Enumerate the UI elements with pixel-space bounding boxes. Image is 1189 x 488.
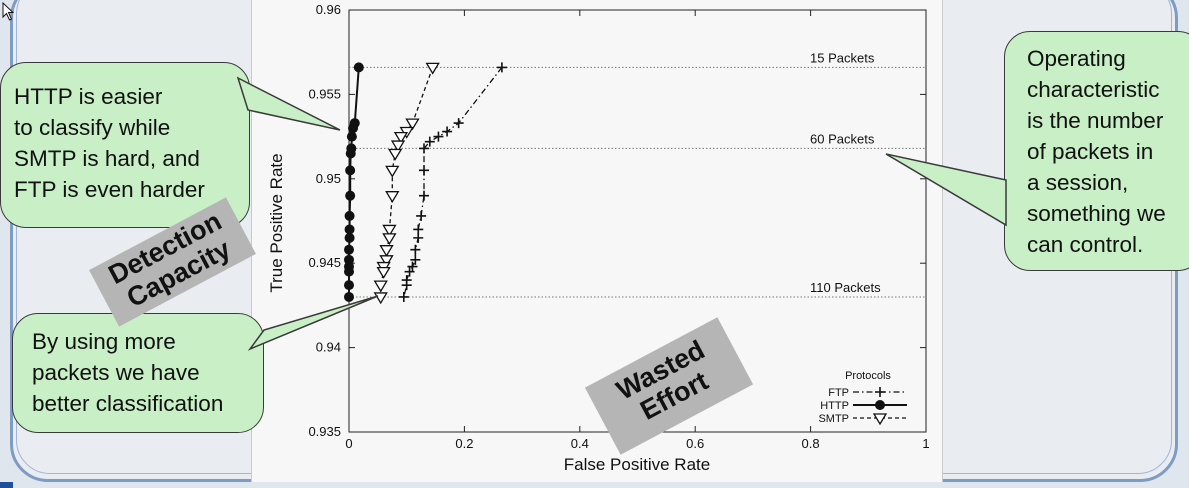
x-tick-label: 0.4 — [571, 436, 589, 451]
y-tick-label: 0.935 — [308, 424, 341, 439]
data-point-smtp — [390, 140, 406, 153]
data-point-ftp — [419, 143, 430, 154]
data-point-http — [344, 266, 354, 277]
data-point-http — [344, 291, 354, 302]
data-point-smtp — [373, 280, 388, 293]
data-point-ftp — [433, 131, 444, 142]
callout-line: FTP is even harder — [14, 177, 205, 202]
mouse-pointer-icon — [2, 2, 15, 21]
data-point-http — [344, 280, 354, 291]
data-point-ftp — [453, 118, 464, 129]
data-point-ftp — [401, 280, 412, 291]
data-point-smtp — [385, 165, 400, 178]
data-point-smtp — [376, 266, 391, 279]
data-point-smtp — [382, 233, 397, 246]
data-point-http — [346, 131, 357, 142]
legend-marker-http — [875, 400, 885, 410]
callout-more-packets: By using more packets we have better cla… — [12, 313, 264, 433]
series-line-ftp — [403, 67, 503, 298]
data-point-http — [345, 148, 356, 159]
callout-line: packets we have — [32, 360, 200, 385]
callout-line: can control. — [1027, 232, 1144, 257]
packet-reference-label: 15 Packets — [810, 50, 875, 65]
data-point-ftp — [424, 136, 435, 147]
data-point-http — [344, 244, 354, 255]
x-tick-label: 0.8 — [802, 436, 820, 451]
callout-line: of packets in — [1027, 139, 1154, 164]
data-point-http — [353, 62, 364, 73]
data-point-smtp — [382, 224, 397, 237]
legend-label-ftp: FTP — [828, 387, 849, 399]
data-point-smtp — [405, 118, 420, 131]
y-tick-label: 0.945 — [308, 255, 341, 270]
callout-line: to classify while — [14, 115, 171, 140]
data-point-ftp — [413, 224, 424, 235]
x-axis-label: False Positive Rate — [564, 455, 710, 474]
x-tick-label: 0 — [345, 436, 352, 451]
x-tick-label: 1 — [922, 436, 929, 451]
data-point-http — [344, 224, 355, 235]
callout-http-smtp-ftp: HTTP is easier to classify while SMTP is… — [0, 62, 250, 228]
callout-line: is the number — [1027, 108, 1164, 133]
data-point-http — [345, 165, 356, 176]
y-axis-label: True Positive Rate — [267, 153, 286, 292]
data-point-ftp — [419, 190, 430, 201]
packet-reference-label: 110 Packets — [810, 280, 881, 295]
callout-line: characteristic — [1027, 77, 1160, 102]
legend-label-http: HTTP — [820, 400, 849, 412]
data-point-http — [344, 232, 355, 243]
callout-operating-characteristic: Operating characteristic is the number o… — [1004, 31, 1189, 271]
data-point-smtp — [379, 245, 394, 257]
data-point-smtp — [379, 255, 394, 268]
callout-line: a session, — [1027, 170, 1129, 195]
legend-marker-smtp — [872, 413, 888, 426]
data-point-smtp — [393, 131, 409, 144]
data-point-ftp — [419, 165, 430, 176]
callout-line: Operating — [1027, 46, 1126, 71]
legend-label-smtp: SMTP — [818, 413, 849, 425]
data-point-http — [348, 123, 359, 134]
data-point-ftp — [416, 210, 427, 221]
data-point-ftp — [407, 261, 418, 272]
data-point-ftp — [410, 254, 421, 265]
data-point-ftp — [442, 126, 453, 137]
data-point-ftp — [410, 244, 421, 255]
data-point-smtp — [425, 62, 440, 75]
data-point-http — [344, 210, 355, 221]
data-point-smtp — [385, 191, 400, 203]
legend-marker-ftp — [875, 387, 885, 397]
callout-line: HTTP is easier — [14, 84, 163, 109]
data-point-http — [345, 190, 356, 201]
legend-title: Protocols — [845, 370, 891, 382]
data-point-ftp — [398, 291, 409, 302]
callout-line: By using more — [32, 329, 176, 354]
x-tick-label: 0.2 — [455, 436, 473, 451]
data-point-ftp — [404, 266, 415, 277]
data-point-smtp — [373, 292, 388, 305]
callout-line: SMTP is hard, and — [14, 146, 200, 171]
x-tick-label: 0.6 — [686, 436, 704, 451]
y-tick-label: 0.94 — [316, 340, 341, 355]
y-tick-label: 0.95 — [316, 171, 341, 186]
data-point-ftp — [496, 62, 507, 73]
callout-line: better classification — [32, 391, 224, 416]
data-point-ftp — [413, 232, 424, 243]
callout-line: something we — [1027, 201, 1166, 226]
corner-mark — [0, 482, 13, 488]
y-tick-label: 0.96 — [316, 2, 341, 17]
packet-reference-label: 60 Packets — [810, 131, 875, 146]
data-point-smtp — [388, 148, 403, 161]
y-tick-label: 0.955 — [308, 86, 341, 101]
